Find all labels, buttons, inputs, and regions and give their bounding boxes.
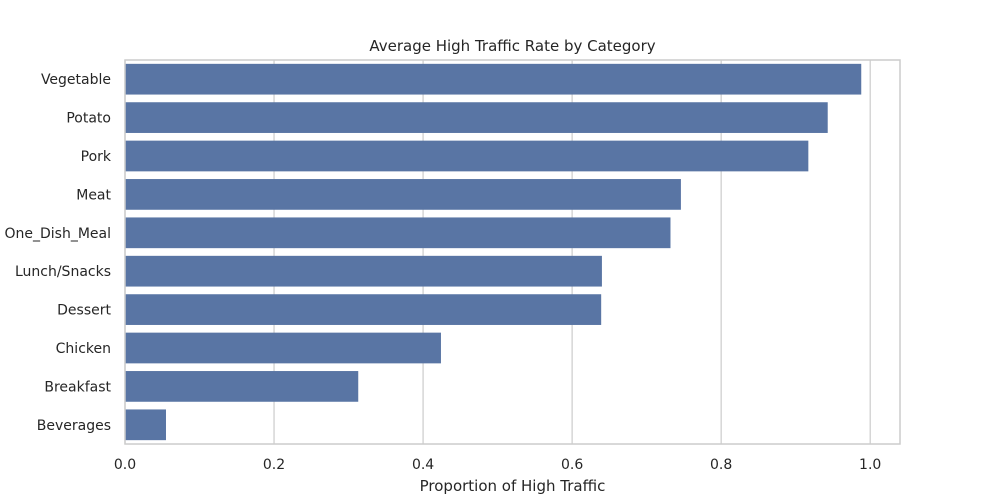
x-tick-labels: 0.0 0.2 0.4 0.6 0.8 1.0 xyxy=(114,457,881,473)
bars xyxy=(125,63,862,441)
x-tick-label: 0.4 xyxy=(412,457,434,473)
category-label: Breakfast xyxy=(44,379,111,395)
x-axis-label: Proportion of High Traffic xyxy=(420,477,606,495)
bar xyxy=(125,63,862,95)
category-label: Pork xyxy=(81,149,112,165)
chart-title: Average High Traffic Rate by Category xyxy=(369,37,655,55)
bar xyxy=(125,332,441,364)
category-labels: Vegetable Potato Pork Meat One_Dish_Meal Lunc… xyxy=(4,72,111,434)
bar xyxy=(125,179,681,210)
category-label: Chicken xyxy=(56,341,111,357)
category-label: Vegetable xyxy=(41,72,111,88)
category-label: Meat xyxy=(76,187,111,203)
bar xyxy=(125,217,671,249)
category-label: Dessert xyxy=(57,303,111,319)
category-label: One_Dish_Meal xyxy=(4,226,111,242)
plot-frame xyxy=(124,59,901,445)
category-label: Beverages xyxy=(37,418,111,434)
x-tick-label: 0.2 xyxy=(263,457,285,473)
bar xyxy=(125,102,828,133)
x-tick-label: 0.6 xyxy=(561,457,583,473)
x-tick-label: 1.0 xyxy=(859,457,881,473)
bar xyxy=(125,409,166,441)
category-label: Lunch/Snacks xyxy=(15,264,111,280)
category-label: Potato xyxy=(66,111,111,127)
bar xyxy=(125,255,602,287)
bar xyxy=(125,140,809,172)
bar xyxy=(125,294,602,325)
bar xyxy=(125,371,359,402)
x-tick-label: 0.0 xyxy=(114,457,136,473)
x-tick-label: 0.8 xyxy=(710,457,732,473)
